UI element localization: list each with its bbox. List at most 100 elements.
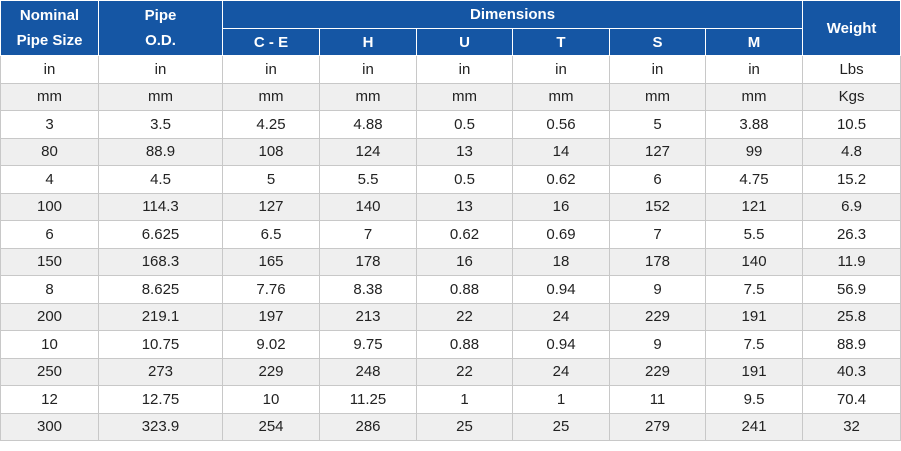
cell-weight: 88.9	[802, 330, 901, 359]
cell-m: 4.75	[704, 165, 804, 194]
cell-pipe-od: 273	[98, 357, 223, 386]
cell-ce: mm	[222, 82, 320, 111]
cell-s: 178	[609, 247, 706, 276]
cell-s: 9	[609, 275, 706, 304]
cell-nominal: in	[0, 55, 99, 84]
cell-s: mm	[609, 82, 706, 111]
cell-weight: 10.5	[802, 110, 901, 139]
cell-s: 152	[609, 192, 706, 221]
cell-h: 11.25	[319, 385, 417, 414]
cell-pipe-od: 168.3	[98, 247, 223, 276]
table-row: 12 12.75 10 11.25 1 1 11 9.5 70.4	[0, 385, 901, 414]
header-dim-ce: C - E	[222, 28, 320, 56]
cell-s: 11	[609, 385, 706, 414]
cell-m: 3.88	[704, 110, 804, 139]
cell-nominal: 3	[0, 110, 99, 139]
cell-ce: 7.76	[222, 275, 320, 304]
cell-m: 7.5	[704, 330, 804, 359]
header-dim-s: S	[609, 28, 706, 56]
cell-ce: 5	[222, 165, 320, 194]
table-row: 300 323.9 254 286 25 25 279 241 32	[0, 412, 901, 441]
cell-u: 16	[416, 247, 513, 276]
cell-t: 0.94	[512, 330, 610, 359]
cell-m: 191	[704, 302, 804, 331]
table-row: 100 114.3 127 140 13 16 152 121 6.9	[0, 192, 901, 221]
cell-ce: 254	[222, 412, 320, 441]
cell-h: 5.5	[319, 165, 417, 194]
cell-ce: 9.02	[222, 330, 320, 359]
table-row: mm mm mm mm mm mm mm mm Kgs	[0, 82, 901, 111]
cell-u: 0.88	[416, 275, 513, 304]
cell-nominal: 12	[0, 385, 99, 414]
cell-pipe-od: 8.625	[98, 275, 223, 304]
cell-t: 24	[512, 357, 610, 386]
cell-t: 18	[512, 247, 610, 276]
cell-nominal: mm	[0, 82, 99, 111]
cell-nominal: 80	[0, 137, 99, 166]
cell-s: 7	[609, 220, 706, 249]
cell-s: 127	[609, 137, 706, 166]
cell-u: 0.88	[416, 330, 513, 359]
cell-h: 124	[319, 137, 417, 166]
cell-u: 0.5	[416, 110, 513, 139]
header-pipe-od: Pipe O.D.	[98, 0, 223, 56]
cell-m: 99	[704, 137, 804, 166]
cell-s: in	[609, 55, 706, 84]
table-row: 200 219.1 197 213 22 24 229 191 25.8	[0, 302, 901, 331]
header-nominal-pipe-size: Nominal Pipe Size	[0, 0, 99, 56]
header-dim-t: T	[512, 28, 610, 56]
table-row: 4 4.5 5 5.5 0.5 0.62 6 4.75 15.2	[0, 165, 901, 194]
cell-pipe-od: 10.75	[98, 330, 223, 359]
cell-u: 0.5	[416, 165, 513, 194]
cell-u: 13	[416, 137, 513, 166]
cell-h: 213	[319, 302, 417, 331]
cell-ce: 6.5	[222, 220, 320, 249]
cell-h: 248	[319, 357, 417, 386]
cell-s: 229	[609, 357, 706, 386]
table-header: Nominal Pipe Size Pipe O.D. Dimensions W…	[0, 0, 901, 56]
cell-ce: 229	[222, 357, 320, 386]
cell-pipe-od: 6.625	[98, 220, 223, 249]
cell-pipe-od: 12.75	[98, 385, 223, 414]
table-body: in in in in in in in in Lbs mm mm mm mm mm mm mm mm Kgs 3 3…	[0, 55, 901, 441]
cell-t: 0.62	[512, 165, 610, 194]
header-dim-m: M	[704, 28, 804, 56]
cell-nominal: 10	[0, 330, 99, 359]
cell-h: 4.88	[319, 110, 417, 139]
header-dimensions: Dimensions	[221, 0, 804, 29]
cell-m: 9.5	[704, 385, 804, 414]
cell-nominal: 150	[0, 247, 99, 276]
cell-u: 25	[416, 412, 513, 441]
cell-u: 0.62	[416, 220, 513, 249]
cell-weight: 32	[802, 412, 901, 441]
cell-u: 13	[416, 192, 513, 221]
header-weight: Weight	[802, 0, 901, 56]
cell-t: 0.56	[512, 110, 610, 139]
cell-weight: 70.4	[802, 385, 901, 414]
cell-ce: 4.25	[222, 110, 320, 139]
cell-s: 9	[609, 330, 706, 359]
cell-m: 7.5	[704, 275, 804, 304]
header-dim-h: H	[319, 28, 417, 56]
cell-pipe-od: 4.5	[98, 165, 223, 194]
header-dim-u: U	[416, 28, 513, 56]
cell-u: 22	[416, 302, 513, 331]
cell-nominal: 100	[0, 192, 99, 221]
header-nominal-line2: Pipe Size	[16, 32, 83, 49]
cell-weight: 26.3	[802, 220, 901, 249]
cell-t: 14	[512, 137, 610, 166]
cell-pipe-od: 219.1	[98, 302, 223, 331]
cell-pipe-od: mm	[98, 82, 223, 111]
cell-nominal: 250	[0, 357, 99, 386]
cell-pipe-od: in	[98, 55, 223, 84]
cell-nominal: 200	[0, 302, 99, 331]
cell-weight: 6.9	[802, 192, 901, 221]
cell-t: 0.94	[512, 275, 610, 304]
cell-m: mm	[704, 82, 804, 111]
table-row: in in in in in in in in Lbs	[0, 55, 901, 84]
table-row: 250 273 229 248 22 24 229 191 40.3	[0, 357, 901, 386]
cell-m: 140	[704, 247, 804, 276]
cell-weight: 15.2	[802, 165, 901, 194]
table-row: 10 10.75 9.02 9.75 0.88 0.94 9 7.5 88.9	[0, 330, 901, 359]
cell-t: mm	[512, 82, 610, 111]
